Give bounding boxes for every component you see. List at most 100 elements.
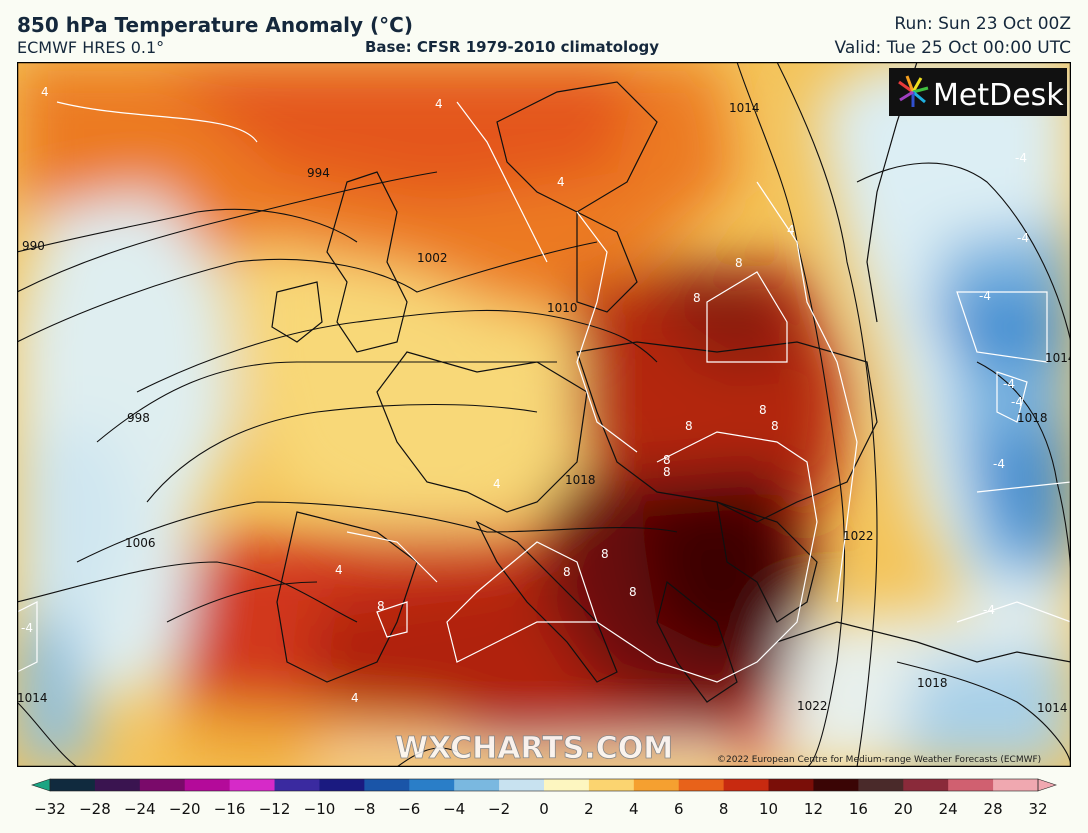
colorbar-frame (49, 778, 1039, 792)
anomaly-label: 8 (735, 256, 743, 270)
colorbar-tick-label: −24 (124, 800, 156, 818)
run-time-label: Run: Sun 23 Oct 00Z (894, 14, 1071, 34)
colorbar-swatch (588, 779, 635, 791)
colorbar-swatch (229, 779, 276, 791)
colorbar-tick-label: 16 (849, 800, 868, 818)
colorbar-tick-label: −10 (304, 800, 336, 818)
colorbar-swatch (319, 779, 365, 791)
anomaly-label: 4 (335, 563, 343, 577)
colorbar-swatch (499, 779, 545, 791)
anomaly-label: 8 (663, 465, 671, 479)
isobar-label: 1002 (417, 251, 448, 265)
colorbar-swatch (858, 779, 904, 791)
colorbar-tick-label: 10 (759, 800, 778, 818)
anomaly-label: 4 (493, 477, 501, 491)
colorbar-tick-label: −32 (34, 800, 66, 818)
colorbar-swatch (948, 779, 994, 791)
colorbar-tick-label: 6 (674, 800, 684, 818)
colorbar-max-arrow (1037, 778, 1057, 792)
anomaly-label: 4 (41, 85, 49, 99)
isobar-label: 1014 (1045, 351, 1071, 365)
isobar-label: 1022 (797, 699, 828, 713)
colorbar-tick-label: 12 (804, 800, 823, 818)
anomaly-map[interactable]: 994 990 1002 1010 998 1006 1018 1014 102… (17, 62, 1071, 767)
anomaly-label: 8 (377, 599, 385, 613)
colorbar-tick-label: 32 (1028, 800, 1047, 818)
colorbar-tick-label: 8 (719, 800, 729, 818)
anomaly-label: -4 (21, 621, 33, 635)
metdesk-logo: MetDesk (889, 68, 1067, 116)
colorbar-tick-label: −4 (443, 800, 465, 818)
colorbar-tick-label: −12 (259, 800, 291, 818)
anomaly-label: 8 (759, 403, 767, 417)
anomaly-label: -4 (1015, 151, 1027, 165)
anomaly-label: 4 (435, 97, 443, 111)
colorbar-swatch (139, 779, 186, 791)
colorbar-tick-label: −20 (169, 800, 201, 818)
colorbar-swatch (633, 779, 680, 791)
anomaly-contours (17, 101, 1071, 683)
anomaly-label: 4 (557, 175, 565, 189)
map-frame (17, 62, 1071, 767)
colorbar-swatches (31, 778, 1057, 792)
anomaly-label: -4 (993, 457, 1005, 471)
isobar-label: 1014 (1037, 701, 1068, 715)
anomaly-labels: 4 4 4 4 8 8 8 8 8 8 8 8 8 8 8 4 4 -4 -4 … (21, 85, 1029, 705)
wxcharts-watermark: WXCHARTS.COM (395, 731, 673, 766)
anomaly-label: -4 (1017, 231, 1029, 245)
anomaly-label: -4 (983, 603, 995, 617)
model-label: ECMWF HRES 0.1° (17, 38, 165, 57)
colorbar-swatch (454, 779, 500, 791)
copyright-note: ©2022 European Centre for Medium-range W… (717, 755, 1041, 765)
colorbar-tick-label: 0 (539, 800, 549, 818)
anomaly-label: 8 (685, 419, 693, 433)
isobar-label: 1014 (729, 101, 760, 115)
colorbar-swatch (409, 779, 455, 791)
colorbar: −32 −28 −24 −20 −16 −12 −10 −8 −6 −4 −2 0 2 4 6 8 10 12 16… (31, 778, 1057, 818)
colorbar-tick-label: 4 (629, 800, 639, 818)
isobar-label: 1022 (843, 529, 874, 543)
colorbar-tick-label: −28 (79, 800, 111, 818)
isobar-label: 1018 (565, 473, 596, 487)
colorbar-tick-label: 24 (939, 800, 958, 818)
anomaly-label: 4 (787, 223, 795, 237)
isobar-label: 998 (127, 411, 150, 425)
colorbar-swatch (813, 779, 859, 791)
colorbar-swatch (50, 779, 96, 791)
anomaly-label: 8 (771, 419, 779, 433)
colorbar-min-arrow (31, 778, 51, 792)
colorbar-ticks: −32 −28 −24 −20 −16 −12 −10 −8 −6 −4 −2 0 2 4 6 8 10 12 16… (34, 800, 1047, 818)
isobar-label: 990 (22, 239, 45, 253)
colorbar-tick-label: 20 (894, 800, 913, 818)
colorbar-tick-label: −8 (353, 800, 375, 818)
colorbar-tick-label: −16 (214, 800, 246, 818)
anomaly-label: -4 (1011, 395, 1023, 409)
isobar-labels: 994 990 1002 1010 998 1006 1018 1014 102… (17, 101, 1071, 715)
colorbar-tick-label: 28 (984, 800, 1003, 818)
colorbar-tick-label: 2 (584, 800, 594, 818)
colorbar-tick-label: −6 (398, 800, 420, 818)
anomaly-label: 8 (601, 547, 609, 561)
isobar-label: 994 (307, 166, 330, 180)
anomaly-label: 8 (629, 585, 637, 599)
coastlines (271, 62, 1071, 703)
colorbar-swatch (723, 779, 770, 791)
colorbar-swatch (678, 779, 725, 791)
isobar-label: 1006 (125, 536, 156, 550)
anomaly-field (17, 62, 1071, 767)
isobar-label: 1018 (1017, 411, 1048, 425)
isobars (17, 62, 1071, 767)
isobar-label: 1014 (17, 691, 48, 705)
anomaly-label: 8 (693, 291, 701, 305)
metdesk-logo-text: MetDesk (933, 78, 1064, 113)
map-title: 850 hPa Temperature Anomaly (°C) (17, 13, 413, 37)
anomaly-label: -4 (1003, 377, 1015, 391)
colorbar-tick-label: −2 (488, 800, 510, 818)
anomaly-label: -4 (979, 289, 991, 303)
isobar-label: 1010 (547, 301, 578, 315)
colorbar-swatch (364, 779, 410, 791)
colorbar-swatch (903, 779, 949, 791)
colorbar-swatch (184, 779, 231, 791)
climatology-base-label: Base: CFSR 1979-2010 climatology (365, 38, 660, 56)
colorbar-swatch (768, 779, 814, 791)
